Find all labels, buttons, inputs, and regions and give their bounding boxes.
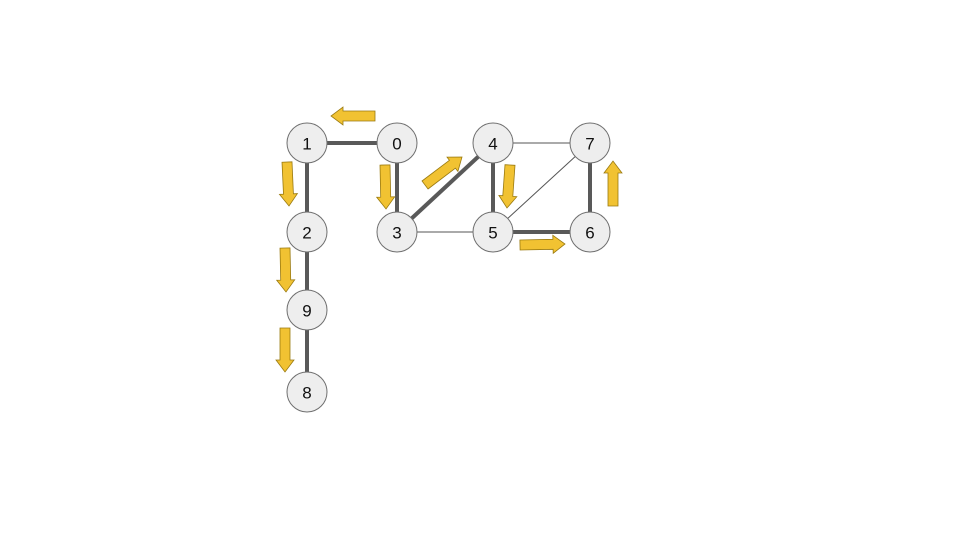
traversal-arrow-5-6 — [519, 234, 566, 255]
nodes-layer: 0 1 2 3 4 5 6 7 8 9 — [286, 122, 611, 413]
traversal-arrow-4-5 — [498, 164, 518, 209]
arrows-layer — [275, 106, 623, 373]
traversal-arrow-6-7 — [603, 160, 623, 207]
edges-layer — [305, 141, 592, 392]
node-1: 1 — [286, 122, 328, 164]
traversal-arrow-3-4 — [421, 156, 463, 190]
node-8: 8 — [286, 371, 328, 413]
traversal-arrow-0-3 — [375, 164, 396, 210]
traversal-arrow-0-1 — [330, 106, 376, 126]
node-label: 0 — [392, 135, 401, 154]
edge-5-7 — [492, 142, 591, 233]
node-label: 9 — [302, 302, 311, 321]
node-3: 3 — [376, 211, 418, 253]
node-2: 2 — [286, 211, 328, 253]
node-label: 6 — [585, 224, 594, 243]
node-label: 4 — [488, 135, 497, 154]
node-label: 2 — [302, 224, 311, 243]
node-9: 9 — [286, 289, 328, 331]
traversal-arrow-9-8 — [275, 327, 295, 373]
traversal-arrow-2-9 — [275, 247, 296, 293]
node-label: 8 — [302, 384, 311, 403]
node-label: 1 — [302, 135, 311, 154]
node-label: 5 — [488, 224, 497, 243]
node-4: 4 — [472, 122, 514, 164]
traversal-arrow-1-2 — [278, 161, 299, 207]
node-label: 3 — [392, 224, 401, 243]
node-label: 7 — [585, 135, 594, 154]
node-6: 6 — [569, 211, 611, 253]
node-0: 0 — [376, 122, 418, 164]
edge-3-4 — [395, 141, 495, 234]
node-5: 5 — [472, 211, 514, 253]
node-7: 7 — [569, 122, 611, 164]
